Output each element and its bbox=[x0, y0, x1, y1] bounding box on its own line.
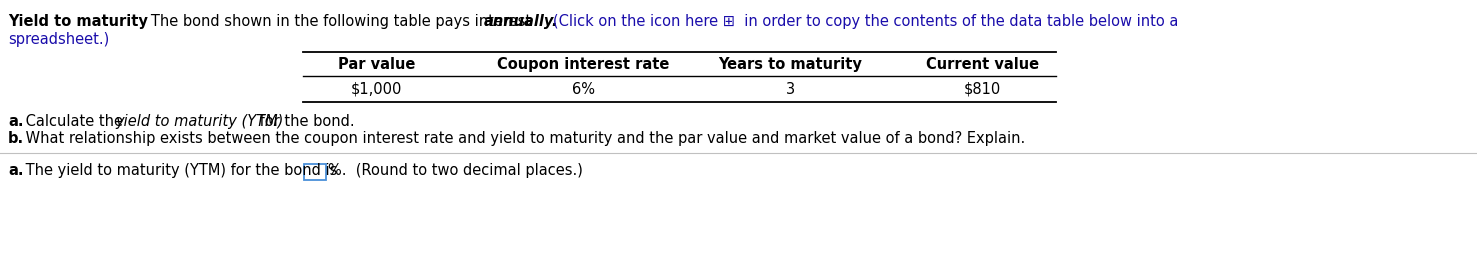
Text: a.: a. bbox=[7, 114, 24, 129]
Text: What relationship exists between the coupon interest rate and yield to maturity : What relationship exists between the cou… bbox=[21, 131, 1025, 146]
Text: (Click on the icon here ⊞  in order to copy the contents of the data table below: (Click on the icon here ⊞ in order to co… bbox=[539, 14, 1179, 29]
Text: $810: $810 bbox=[963, 82, 1001, 97]
Text: 3: 3 bbox=[786, 82, 795, 97]
Text: Calculate the: Calculate the bbox=[21, 114, 127, 129]
Text: $1,000: $1,000 bbox=[352, 82, 402, 97]
Text: The yield to maturity (YTM) for the bond is: The yield to maturity (YTM) for the bond… bbox=[21, 163, 341, 178]
Text: b.: b. bbox=[7, 131, 24, 146]
Text: 6%: 6% bbox=[572, 82, 595, 97]
Bar bbox=[304, 164, 326, 180]
Text: annually.: annually. bbox=[483, 14, 558, 29]
Text: a.: a. bbox=[7, 163, 24, 178]
Text: spreadsheet.): spreadsheet.) bbox=[7, 32, 109, 47]
Text: %.  (Round to two decimal places.): %. (Round to two decimal places.) bbox=[328, 163, 583, 178]
Text: Current value: Current value bbox=[926, 57, 1038, 72]
Text: The bond shown in the following table pays interest: The bond shown in the following table pa… bbox=[137, 14, 536, 29]
Text: Par value: Par value bbox=[338, 57, 415, 72]
Text: Years to maturity: Years to maturity bbox=[718, 57, 863, 72]
Text: yield to maturity (YTM): yield to maturity (YTM) bbox=[115, 114, 284, 129]
Text: Yield to maturity: Yield to maturity bbox=[7, 14, 148, 29]
Text: Coupon interest rate: Coupon interest rate bbox=[498, 57, 669, 72]
Text: for the bond.: for the bond. bbox=[256, 114, 354, 129]
